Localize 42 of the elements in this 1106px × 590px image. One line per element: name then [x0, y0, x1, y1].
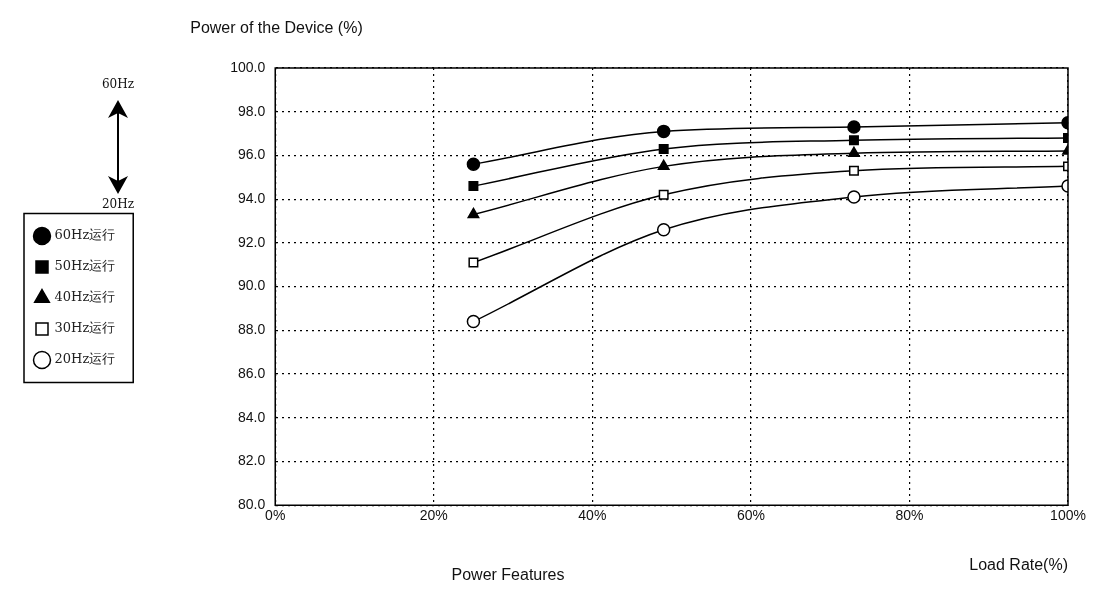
point	[467, 207, 480, 219]
point	[847, 120, 861, 134]
legend-label: 30Hz运行	[54, 320, 116, 336]
x-tick-label: 100%	[1050, 507, 1086, 524]
y-tick-label: 96.0	[237, 146, 266, 163]
legend-label: 50Hz运行	[54, 258, 116, 274]
y-tick-label: 94.0	[237, 190, 266, 207]
text: 60Hz	[101, 77, 135, 91]
x-tick-label: 40%	[578, 507, 607, 524]
y-tick-label: 88.0	[237, 321, 266, 338]
point	[848, 146, 860, 157]
point	[466, 157, 481, 171]
point	[658, 143, 669, 154]
x-tick-label: 0%	[265, 507, 286, 524]
y-tick-label: 82.0	[237, 452, 266, 469]
y-tick-label: 84.0	[237, 408, 266, 425]
point	[847, 190, 861, 204]
point	[468, 257, 479, 268]
y-tick-label: 92.0	[237, 233, 266, 250]
point	[656, 124, 671, 139]
x-tick-label: 20%	[419, 507, 448, 524]
point	[466, 314, 481, 329]
point	[657, 159, 670, 171]
legend-label: 40Hz运行	[54, 289, 116, 305]
point	[658, 189, 669, 200]
y-tick-label: 100.0	[230, 58, 266, 75]
legend-label: 60Hz运行	[54, 227, 116, 243]
x-tick-label: 80%	[895, 507, 924, 524]
legend-label: 20Hz运行	[54, 351, 116, 367]
point	[848, 165, 859, 176]
y-tick-label: 98.0	[237, 102, 266, 119]
text: Power Features	[451, 566, 565, 583]
text: 20Hz	[101, 197, 135, 211]
point	[848, 135, 859, 146]
x-axis-title: Load Rate(%)	[969, 556, 1068, 574]
y-tick-label: 80.0	[237, 496, 266, 513]
x-tick-label: 60%	[736, 507, 765, 524]
y-tick-label: 90.0	[237, 277, 266, 294]
point	[656, 223, 671, 237]
y-tick-label: 86.0	[237, 364, 266, 381]
y-axis-title: Power of the Device (%)	[190, 19, 363, 36]
point	[468, 181, 479, 192]
